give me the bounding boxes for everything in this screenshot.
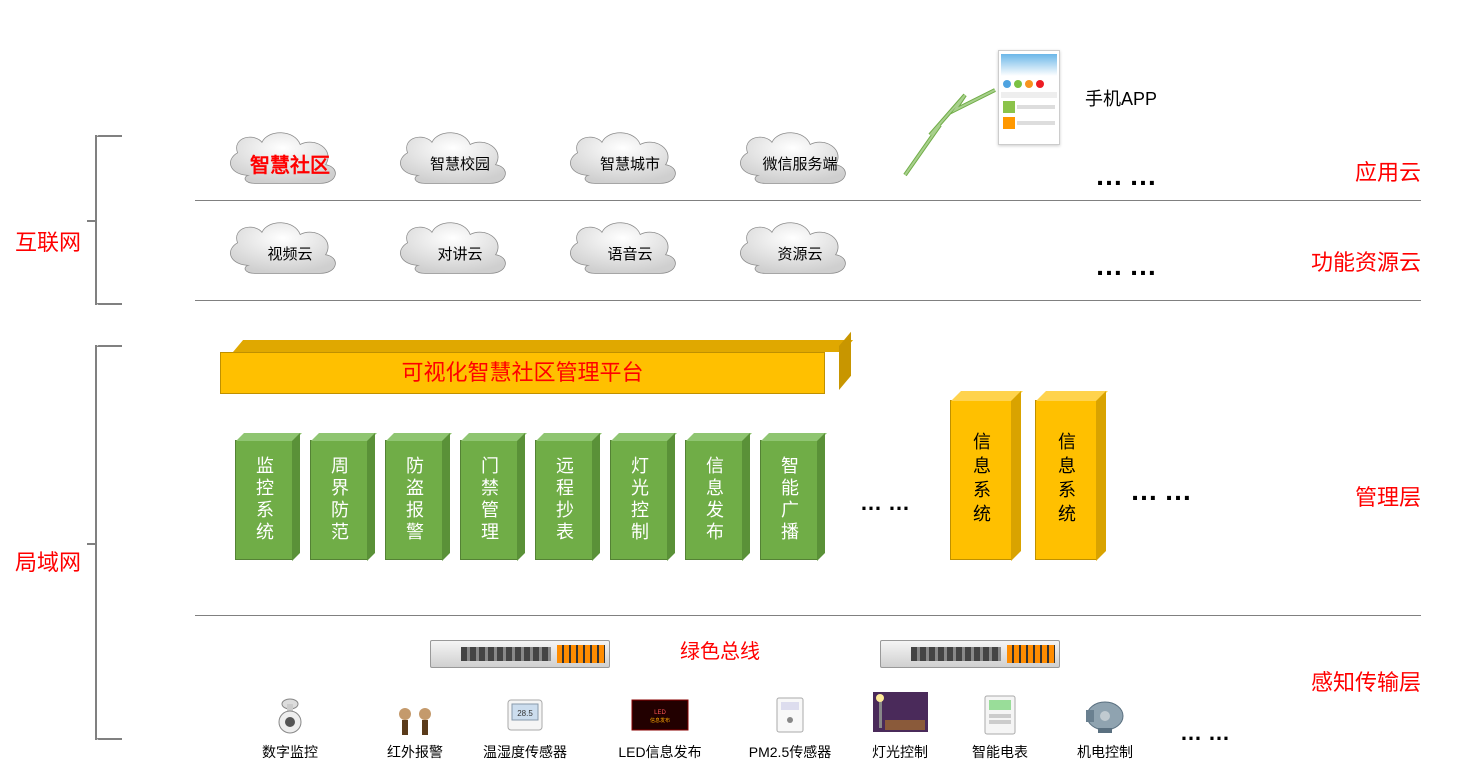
device-7: 机电控制 bbox=[1055, 690, 1155, 762]
bracket-lan bbox=[95, 345, 135, 740]
device-5: 灯光控制 bbox=[850, 690, 950, 762]
cloud-语音云: 语音云 bbox=[570, 225, 690, 280]
device-2: 28.5温湿度传感器 bbox=[475, 690, 575, 762]
label-lan: 局域网 bbox=[15, 545, 81, 577]
switch-left bbox=[430, 640, 610, 668]
device-4: PM2.5传感器 bbox=[740, 690, 840, 762]
green-block-3: 门禁管理 bbox=[460, 440, 518, 560]
cloud-视频云: 视频云 bbox=[230, 225, 350, 280]
cloud-智慧社区: 智慧社区 bbox=[230, 135, 350, 190]
label-func-cloud: 功能资源云 bbox=[1311, 245, 1421, 277]
dots-devices: …… bbox=[1180, 720, 1236, 746]
orange-block-1: 信息系统 bbox=[1035, 400, 1097, 560]
label-internet: 互联网 bbox=[15, 225, 81, 257]
switch-right bbox=[880, 640, 1060, 668]
label-mgmt: 管理层 bbox=[1355, 480, 1421, 512]
phone-mockup bbox=[998, 50, 1060, 145]
platform-bar: 可视化智慧社区管理平台 bbox=[220, 352, 825, 394]
app-label: 手机APP bbox=[1085, 85, 1157, 111]
cloud-智慧城市: 智慧城市 bbox=[570, 135, 690, 190]
hline-1 bbox=[195, 200, 1421, 201]
svg-text:信息发布: 信息发布 bbox=[650, 717, 670, 724]
lightning-icon bbox=[895, 85, 1015, 185]
label-sense: 感知传输层 bbox=[1311, 665, 1421, 697]
green-block-6: 信息发布 bbox=[685, 440, 743, 560]
svg-text:28.5: 28.5 bbox=[517, 709, 533, 718]
hline-2 bbox=[195, 300, 1421, 301]
label-app-cloud: 应用云 bbox=[1355, 155, 1421, 187]
green-block-0: 监控系统 bbox=[235, 440, 293, 560]
cloud-资源云: 资源云 bbox=[740, 225, 860, 280]
hline-3 bbox=[195, 615, 1421, 616]
bus-label: 绿色总线 bbox=[680, 635, 760, 664]
green-block-2: 防盗报警 bbox=[385, 440, 443, 560]
dots-orange: …… bbox=[1130, 475, 1198, 507]
device-3: LED信息发布LED信息发布 bbox=[610, 690, 710, 762]
orange-block-0: 信息系统 bbox=[950, 400, 1012, 560]
bracket-internet bbox=[95, 135, 135, 305]
dots-row2: …… bbox=[1095, 250, 1163, 282]
dots-row1: …… bbox=[1095, 160, 1163, 192]
cloud-对讲云: 对讲云 bbox=[400, 225, 520, 280]
green-block-1: 周界防范 bbox=[310, 440, 368, 560]
dots-green: …… bbox=[860, 490, 916, 516]
svg-text:LED: LED bbox=[654, 710, 666, 716]
cloud-微信服务端: 微信服务端 bbox=[740, 135, 860, 190]
green-block-7: 智能广播 bbox=[760, 440, 818, 560]
device-0: 数字监控 bbox=[240, 690, 340, 762]
device-6: 智能电表 bbox=[950, 690, 1050, 762]
cloud-智慧校园: 智慧校园 bbox=[400, 135, 520, 190]
green-block-4: 远程抄表 bbox=[535, 440, 593, 560]
green-block-5: 灯光控制 bbox=[610, 440, 668, 560]
device-1: 红外报警 bbox=[365, 690, 465, 762]
